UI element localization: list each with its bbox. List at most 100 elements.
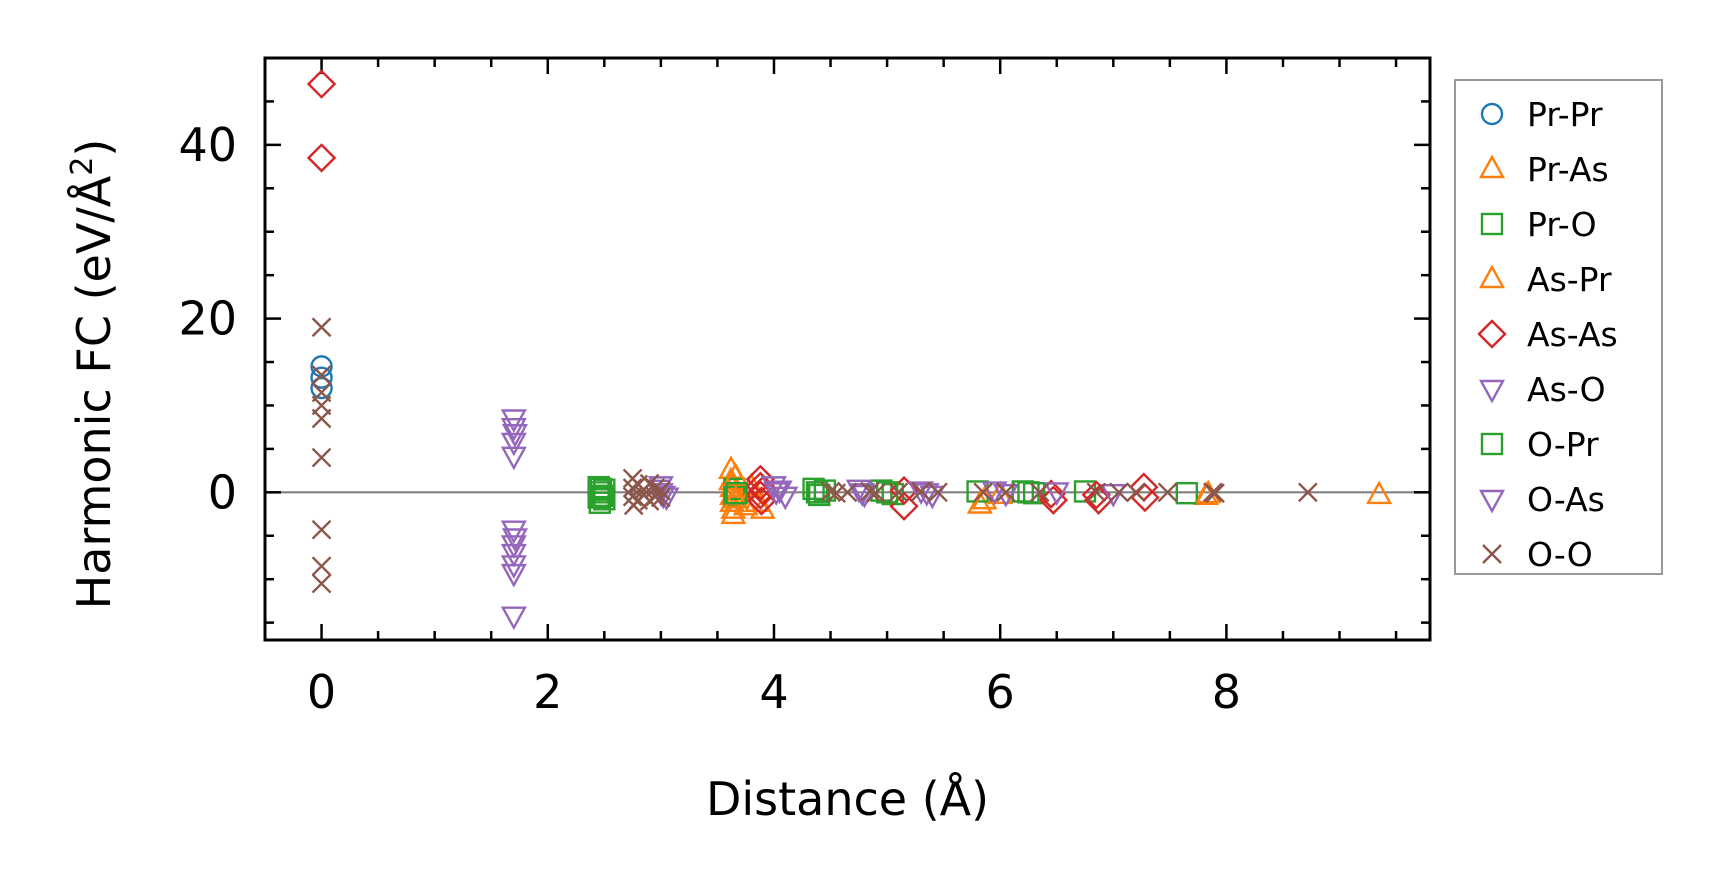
data-point — [500, 563, 527, 588]
data-point — [501, 528, 528, 552]
y-axis-title-main: Harmonic FC (eV/Å — [67, 175, 121, 609]
data-point — [500, 535, 527, 559]
data-point — [1366, 480, 1393, 505]
data-point — [805, 481, 829, 504]
legend-marker — [1478, 264, 1506, 289]
legend-label: As-Pr — [1527, 260, 1612, 299]
data-point — [722, 462, 749, 486]
data-point — [590, 484, 614, 508]
x-tick-label: 6 — [986, 665, 1015, 719]
axes: 0 2 4 6 8 0 20 40 — [178, 56, 1430, 719]
data-point — [500, 432, 527, 457]
legend: Pr-Pr Pr-As Pr-O As-Pr As-As As-O O-Pr O-As O-O — [1454, 79, 1663, 575]
data-point — [837, 482, 858, 503]
data-point — [500, 417, 527, 442]
data-point — [1043, 482, 1070, 506]
data-point — [720, 500, 747, 525]
data-point — [725, 481, 748, 505]
legend-label: O-As — [1527, 480, 1605, 519]
data-point — [311, 573, 332, 594]
legend-label: O-Pr — [1527, 425, 1599, 464]
data-points — [306, 69, 1393, 631]
data-point — [1175, 481, 1199, 505]
x-tick-label: 2 — [533, 665, 562, 719]
data-point — [500, 606, 527, 631]
data-point — [500, 446, 527, 471]
data-point — [310, 366, 333, 389]
data-point — [1109, 482, 1129, 503]
data-point — [808, 483, 831, 507]
legend-marker — [1478, 154, 1506, 179]
legend-item: O-O — [1482, 535, 1593, 574]
legend-marker — [1478, 489, 1506, 514]
y-tick-label: 0 — [208, 465, 237, 519]
plot-border — [263, 56, 1432, 642]
legend-item: Pr-Pr — [1480, 95, 1603, 134]
data-point — [500, 555, 527, 579]
data-point — [928, 482, 948, 503]
data-point — [311, 556, 332, 577]
x-tick-label: 0 — [307, 665, 336, 719]
data-point — [1029, 482, 1050, 503]
legend-marker — [1480, 212, 1504, 236]
data-point — [588, 491, 611, 514]
x-tick-label: 4 — [759, 665, 788, 719]
data-point — [845, 479, 872, 504]
data-point — [996, 482, 1016, 503]
data-point — [745, 464, 776, 494]
x-axis-title: Distance (Å) — [706, 772, 989, 826]
data-point — [802, 477, 825, 501]
legend-marker — [1478, 379, 1506, 404]
legend-marker — [1482, 544, 1502, 564]
data-point — [865, 483, 886, 504]
data-point — [311, 447, 332, 468]
data-point — [907, 481, 935, 506]
legend-item: O-Pr — [1480, 425, 1599, 464]
data-point — [722, 484, 749, 509]
y-axis-title-close: ) — [67, 139, 121, 157]
x-tick-label: 8 — [1212, 665, 1241, 719]
data-point — [311, 408, 332, 429]
data-point — [888, 482, 909, 503]
data-point — [973, 482, 994, 503]
data-point — [500, 520, 527, 545]
data-point — [911, 481, 931, 502]
data-point — [651, 480, 671, 501]
series-o-o — [311, 317, 1318, 594]
data-point — [311, 519, 332, 540]
y-axis-title-superscript: 2 — [65, 157, 100, 176]
legend-item: Pr-As — [1478, 150, 1609, 189]
data-point — [860, 481, 880, 502]
plot-frame — [263, 56, 1432, 642]
data-point — [763, 482, 790, 506]
legend-item: As-O — [1478, 370, 1606, 409]
data-point — [820, 481, 841, 502]
legend-label: Pr-As — [1527, 150, 1609, 189]
data-point — [1126, 482, 1146, 503]
data-point — [500, 409, 527, 433]
data-point — [306, 143, 337, 173]
legend-label: Pr-O — [1527, 205, 1597, 244]
y-tick-label: 20 — [178, 292, 237, 346]
legend-label: O-O — [1527, 535, 1593, 574]
legend-label: As-O — [1527, 370, 1606, 409]
data-point — [311, 317, 332, 338]
data-point — [1205, 483, 1225, 504]
legend-item: Pr-O — [1480, 205, 1597, 244]
data-point — [645, 478, 666, 498]
data-point — [1297, 482, 1318, 503]
legend-item: As-As — [1477, 315, 1618, 354]
legend-marker — [1477, 319, 1507, 349]
y-tick-label: 40 — [178, 118, 237, 172]
data-point — [1157, 482, 1178, 503]
data-point — [992, 483, 1019, 508]
data-point — [766, 480, 793, 505]
legend-label: As-As — [1527, 315, 1618, 354]
legend-marker — [1480, 432, 1504, 456]
legend-item: As-Pr — [1478, 260, 1612, 299]
data-point — [311, 365, 332, 385]
data-point — [306, 69, 337, 99]
legend-marker — [1480, 102, 1504, 126]
